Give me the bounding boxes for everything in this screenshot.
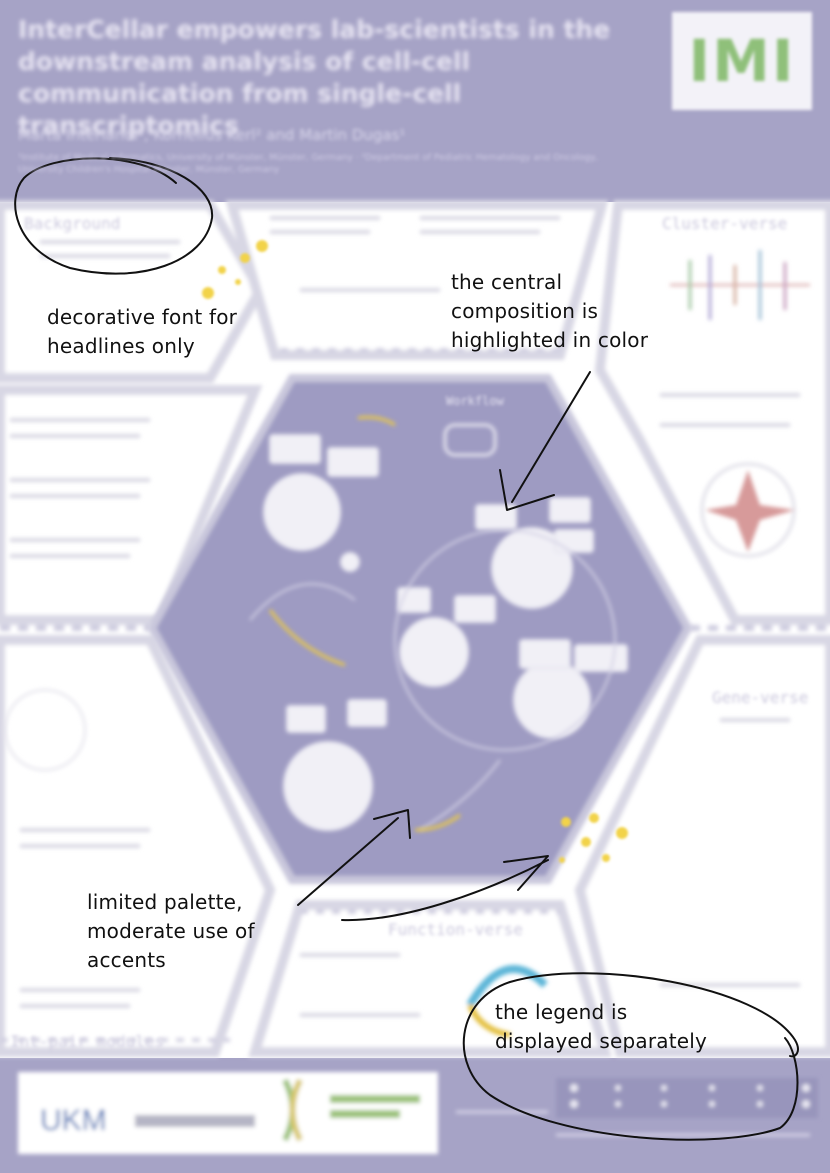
annotation-headline-font: decorative font for headlines only (47, 303, 237, 361)
footer-sponsors: UKM (18, 1072, 438, 1154)
annotation-legend: the legend is displayed separately (495, 998, 707, 1056)
ellipse-legend (462, 972, 799, 1141)
panel-mini-charts (4, 250, 810, 1038)
arrow-central-head (499, 469, 555, 511)
central-hexagon (147, 374, 693, 884)
arrow-palette-1 (297, 817, 399, 906)
arrow-palette-2 (341, 859, 549, 922)
annotation-line: the legend is (495, 1000, 628, 1024)
annotation-line: limited palette, (87, 890, 243, 914)
footer-legend (456, 1078, 818, 1137)
annotation-limited-palette: limited palette, moderate use of accents (87, 888, 255, 975)
arrow-palette-2-head (503, 855, 549, 891)
annotation-line: the central (451, 270, 563, 294)
panel-title-cluster-verse: Cluster-verse (662, 214, 788, 233)
arrow-palette-1-head (373, 809, 411, 839)
svg-text:UKM: UKM (40, 1104, 107, 1137)
panel-text-lines (10, 216, 800, 1017)
arrow-central-shaft (511, 371, 591, 503)
imi-logo: IMI (672, 12, 812, 110)
annotation-line: composition is (451, 299, 599, 323)
annotation-line: accents (87, 948, 166, 972)
panel-title-function-verse: Function-verse (388, 920, 523, 939)
annotation-line: highlighted in color (451, 328, 649, 352)
panel-title-int-pair-modules: Int-pair modules (10, 1032, 165, 1051)
annotation-line: moderate use of (87, 919, 255, 943)
ellipse-headline (14, 157, 214, 275)
imi-logo-text: IMI (688, 27, 796, 95)
panel-title-gene-verse: Gene-verse (712, 688, 809, 707)
poster-affiliations: ¹Institute of Medical Informatics, Unive… (18, 153, 599, 175)
annotation-central-composition: the central composition is highlighted i… (451, 268, 648, 355)
annotation-line: displayed separately (495, 1029, 708, 1053)
poster-title: InterCellar empowers lab-scientists in t… (18, 15, 611, 140)
poster-authors: Marta Interlandi¹, Kornelius Kerl² and M… (18, 126, 406, 144)
panel-title-workflow: Workflow (446, 394, 504, 408)
annotation-strokes (14, 157, 799, 1141)
annotation-line: decorative font for (47, 305, 238, 329)
annotation-line: headlines only (47, 334, 195, 358)
panel-title-background: Background (24, 214, 121, 233)
accent-dots (202, 240, 628, 863)
